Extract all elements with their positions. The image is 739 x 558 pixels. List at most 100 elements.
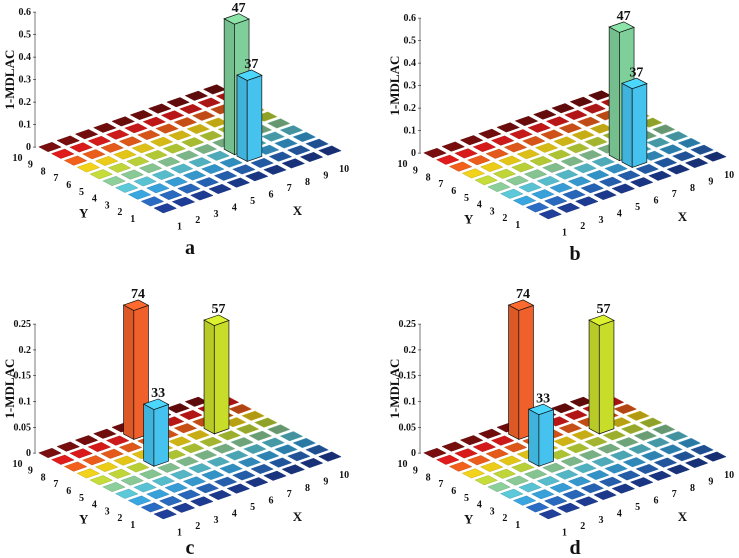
chart-panel-c: 0 0.05 0.1 0.15 0.2 0.25 1-MDLAC 1 2 3 4 5 6 7 8 9 10 1 2 3… (0, 280, 370, 558)
floor-tile (120, 475, 145, 486)
floor-tile (540, 129, 564, 140)
floor-tile (168, 130, 192, 141)
floor-tile (569, 96, 594, 107)
floor-tile (166, 403, 190, 414)
floor-tile (585, 169, 610, 181)
floor-tile (648, 170, 672, 181)
z-axis-label: 1-MDLAC (2, 50, 17, 110)
floor-tile (593, 489, 617, 501)
x-tick-label: 3 (214, 515, 219, 526)
z-tick-label: 0.15 (399, 371, 417, 382)
x-tick-label: 9 (708, 176, 713, 187)
floor-tile (195, 483, 220, 494)
y-tick-label: 1 (515, 520, 520, 531)
bar-front-face (538, 409, 554, 467)
floor-tile (622, 457, 647, 468)
floor-tile (113, 149, 137, 160)
bar-top-face (621, 77, 648, 90)
x-tick-label: 2 (195, 215, 200, 226)
y-tick-label: 7 (53, 479, 58, 490)
floor-tile (93, 428, 117, 439)
floor-tile (89, 475, 114, 486)
floor-tile (230, 437, 254, 448)
floor-tile (591, 456, 616, 467)
floor-tile (38, 447, 62, 459)
floor-tile (498, 155, 522, 166)
floor-tile (226, 177, 251, 188)
z-tick-label: 0.1 (19, 397, 32, 408)
floor-tile (279, 431, 304, 442)
floor-tile (549, 182, 574, 193)
floor-tile (105, 129, 130, 140)
x-tick-label: 7 (672, 189, 677, 200)
x-tick-label: 1 (562, 528, 567, 539)
y-tick-label: 9 (28, 466, 33, 477)
y-axis-label: Y (79, 511, 89, 526)
z-tick-label: 0.2 (404, 103, 417, 114)
z-tick-label: 0.1 (404, 397, 417, 408)
floor-tile (226, 483, 251, 494)
y-tick-label: 4 (92, 500, 97, 511)
x-axis-label: X (293, 203, 303, 218)
floor-tile (146, 489, 170, 500)
floor-tile (107, 468, 132, 479)
floor-tile (171, 502, 196, 513)
x-tick-label: 5 (635, 202, 640, 213)
bar-33 (527, 403, 555, 467)
z-tick-label: 0.3 (404, 81, 417, 92)
floor-tile (107, 162, 132, 173)
floor-tile (237, 457, 262, 468)
floor-tile (169, 163, 194, 174)
chart-panel-d: 0 0.05 0.1 0.15 0.2 0.25 1-MDLAC 1 2 3 4 5 6 7 8 9 10 1 2 3… (385, 280, 739, 558)
x-tick-label: 7 (672, 489, 677, 500)
floor-tile (573, 163, 597, 174)
y-tick-label: 3 (490, 206, 495, 217)
floor-tile (574, 196, 599, 207)
bar-front-face (246, 74, 263, 162)
floor-tile (578, 449, 603, 461)
chart-d: 00.050.10.150.20.251-MDLAC12345678910123… (387, 287, 734, 558)
floor-tile (87, 135, 112, 147)
floor-tile (179, 409, 203, 421)
bar-value-label: 47 (232, 1, 246, 16)
floor-tile (158, 189, 183, 201)
floor-tile (155, 123, 179, 134)
bar-top-face (588, 314, 615, 326)
floor-tile (690, 444, 714, 455)
floor-tile (518, 182, 542, 193)
floor-tile (545, 116, 570, 127)
floor-tile (441, 441, 466, 452)
floor-tile (565, 143, 590, 154)
y-tick-label: 1 (130, 214, 135, 225)
floor-tile (684, 457, 709, 469)
floor-tile (664, 431, 689, 442)
floor-tile (93, 122, 117, 133)
x-axis-label: X (678, 509, 688, 524)
floor-tile (529, 155, 553, 167)
z-tick-label: 0.5 (19, 30, 32, 41)
floor-tile (292, 437, 317, 449)
floor-tile (448, 461, 473, 472)
bar-side-face (143, 403, 155, 467)
floor-tile (261, 437, 286, 448)
floor-tile (525, 202, 550, 213)
floor-tile (186, 123, 211, 135)
y-tick-label: 10 (13, 153, 23, 164)
floor-tile (208, 183, 232, 195)
floor-tile (703, 451, 727, 462)
z-axis-label: 1-MDLAC (387, 56, 402, 116)
floor-tile (567, 476, 592, 487)
z-tick-label: 0.6 (19, 7, 32, 18)
floor-tile (250, 157, 275, 169)
floor-tile (532, 109, 557, 120)
floor-tile (549, 482, 574, 493)
z-tick-label: 0 (411, 448, 416, 459)
floor-tile (653, 457, 678, 468)
floor-tile (144, 149, 168, 161)
floor-tile (189, 496, 214, 507)
floor-tile (510, 162, 535, 173)
floor-tile (140, 502, 165, 513)
floor-tile (510, 462, 535, 473)
floor-tile (479, 461, 504, 473)
floor-tile (512, 495, 537, 506)
